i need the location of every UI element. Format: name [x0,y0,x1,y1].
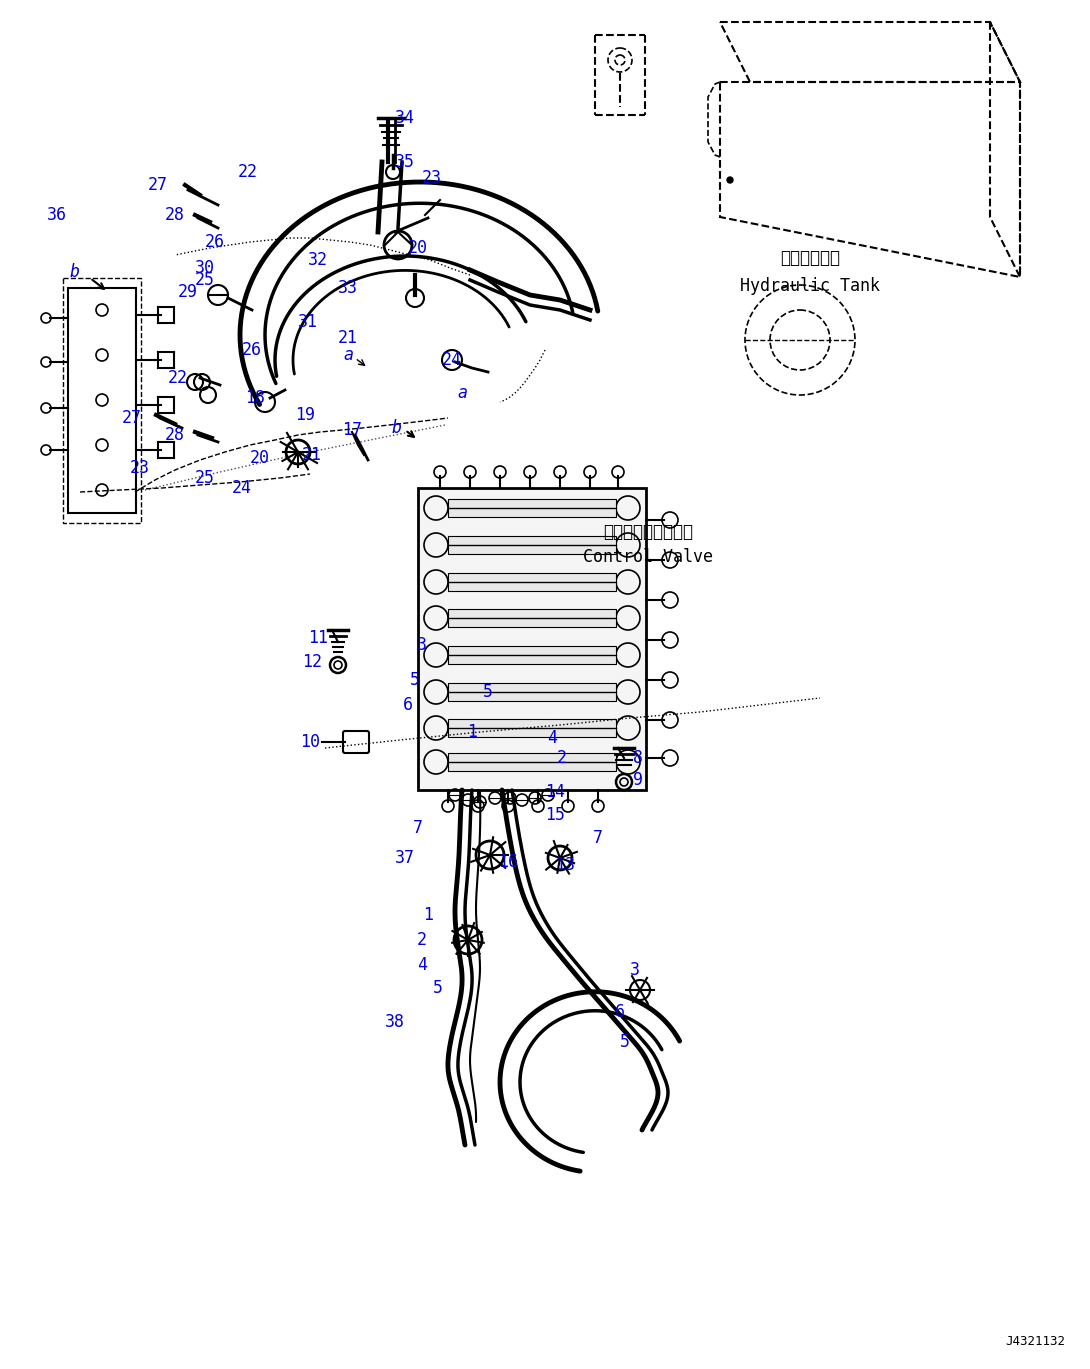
Text: 37: 37 [395,849,415,867]
Text: 38: 38 [385,1013,405,1031]
Text: J4321132: J4321132 [1005,1335,1065,1348]
FancyBboxPatch shape [448,498,616,517]
Text: 11: 11 [308,628,328,648]
Text: 9: 9 [633,771,643,789]
Text: 10: 10 [300,732,320,752]
Text: 25: 25 [195,470,215,487]
Text: 27: 27 [122,409,142,427]
FancyBboxPatch shape [68,287,136,513]
Text: 4: 4 [417,956,427,973]
Text: 6: 6 [615,1003,625,1021]
Text: 21: 21 [302,446,322,464]
FancyBboxPatch shape [448,683,616,701]
Text: 20: 20 [250,449,270,467]
Text: 14: 14 [545,783,565,801]
Text: Hydraulic Tank: Hydraulic Tank [740,277,880,294]
Text: 26: 26 [205,233,225,251]
Text: b: b [70,263,80,281]
Text: 32: 32 [308,251,328,268]
Text: 24: 24 [443,350,462,370]
Text: 5: 5 [433,979,443,997]
FancyBboxPatch shape [448,574,616,591]
Text: 35: 35 [395,153,415,171]
Text: 29: 29 [178,283,198,301]
Text: 30: 30 [195,259,215,277]
Text: 36: 36 [47,205,66,225]
FancyBboxPatch shape [448,719,616,737]
FancyBboxPatch shape [417,487,646,790]
Text: 25: 25 [195,271,215,289]
Text: 2: 2 [417,931,427,949]
Text: 34: 34 [395,110,415,127]
Text: 33: 33 [338,279,358,297]
Text: 13: 13 [555,856,576,873]
FancyBboxPatch shape [448,753,616,771]
Text: 7: 7 [593,830,603,847]
Text: b: b [392,419,402,437]
Text: 5: 5 [410,671,420,689]
Text: 31: 31 [298,314,318,331]
Text: 28: 28 [165,426,185,444]
Text: 22: 22 [238,163,258,181]
Text: 1: 1 [423,906,433,924]
Text: 作動油タンク: 作動油タンク [780,249,840,267]
Text: 1: 1 [467,723,477,741]
Text: 3: 3 [630,961,640,979]
Circle shape [727,177,732,183]
Text: 17: 17 [342,422,362,439]
Text: 6: 6 [403,695,413,715]
Text: 20: 20 [408,240,428,257]
Text: 3: 3 [417,637,427,654]
Text: 7: 7 [413,819,423,836]
Text: 24: 24 [232,479,252,497]
Text: a: a [343,346,353,364]
Text: 12: 12 [302,653,322,671]
Text: 15: 15 [545,806,565,824]
Text: 8: 8 [633,749,643,767]
Text: 27: 27 [148,177,168,194]
Text: Control Valve: Control Valve [583,548,713,565]
Text: 22: 22 [168,370,187,387]
Text: コントロールバルブ: コントロールバルブ [603,523,693,541]
Text: 4: 4 [547,730,557,747]
Text: 5: 5 [620,1034,630,1051]
FancyBboxPatch shape [448,609,616,627]
Text: 21: 21 [338,329,358,346]
Text: 26: 26 [242,341,262,359]
Text: 28: 28 [165,205,185,225]
Text: 23: 23 [130,459,150,476]
Text: 23: 23 [422,168,443,188]
FancyBboxPatch shape [343,731,370,753]
Text: 19: 19 [295,407,315,424]
Text: 5: 5 [483,683,493,701]
Text: a: a [457,383,467,402]
FancyBboxPatch shape [448,537,616,554]
Text: 16: 16 [498,853,518,871]
Text: 2: 2 [557,749,567,767]
Text: 18: 18 [245,389,265,407]
FancyBboxPatch shape [448,646,616,664]
